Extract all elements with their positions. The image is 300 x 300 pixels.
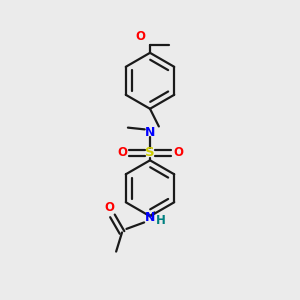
Text: O: O [104,200,115,214]
Text: N: N [145,211,155,224]
Text: S: S [145,146,155,159]
Text: H: H [156,214,166,226]
Text: O: O [136,30,146,43]
Text: O: O [117,146,127,159]
Text: O: O [173,146,183,159]
Text: N: N [145,126,155,139]
